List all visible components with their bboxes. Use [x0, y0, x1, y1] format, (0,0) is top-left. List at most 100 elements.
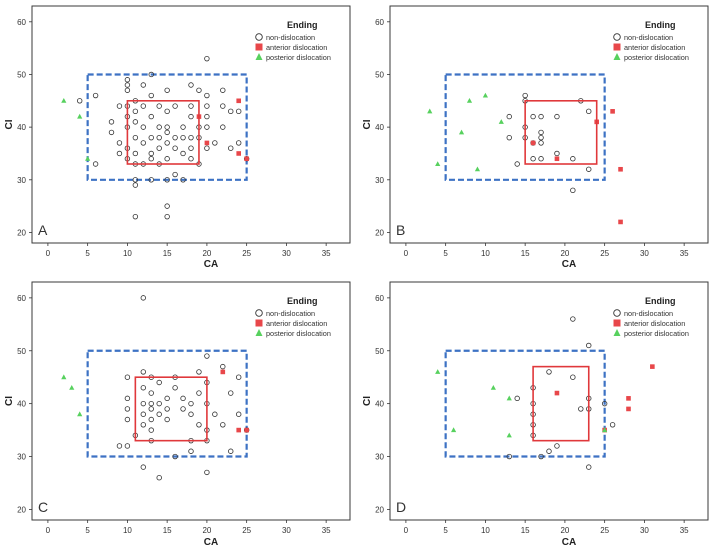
point-posterior-dislocation	[506, 432, 512, 438]
red-solid-box	[134, 376, 208, 442]
point-non-dislocation	[132, 108, 139, 115]
point-posterior-dislocation	[498, 119, 504, 124]
point-non-dislocation	[228, 145, 234, 151]
y-tick-label: 30	[375, 176, 384, 185]
x-tick-label: 15	[521, 526, 530, 535]
point-non-dislocation	[124, 87, 131, 93]
point-non-dislocation	[124, 406, 131, 412]
point-non-dislocation	[116, 103, 123, 109]
point-non-dislocation	[180, 124, 186, 130]
point-non-dislocation	[506, 134, 512, 141]
point-non-dislocation	[132, 182, 139, 188]
blue-dashed-box	[444, 349, 606, 458]
legend-marker-non-dislocation	[255, 33, 263, 41]
point-non-dislocation	[108, 119, 115, 125]
point-posterior-dislocation	[466, 98, 473, 103]
point-non-dislocation	[132, 150, 139, 157]
point-non-dislocation	[172, 453, 178, 460]
point-non-dislocation	[164, 87, 170, 93]
point-non-dislocation	[132, 177, 139, 183]
point-posterior-dislocation	[451, 427, 457, 433]
point-anterior-dislocation	[626, 396, 631, 401]
panel-a: 0 5 10 15 20 25 30 35 20 30 40 50 60 CA CI A Ending non-d…	[4, 5, 351, 270]
legend-label: non-dislocation	[266, 309, 315, 318]
x-tick-label: 25	[242, 526, 251, 535]
point-anterior-dislocation	[626, 406, 631, 412]
point-anterior-dislocation	[530, 140, 536, 146]
point-posterior-dislocation	[482, 92, 488, 98]
point-non-dislocation	[235, 140, 242, 146]
point-non-dislocation	[132, 213, 139, 220]
point-non-dislocation	[188, 145, 194, 151]
legend-label: posterior dislocation	[624, 53, 689, 62]
y-tick-label: 40	[17, 400, 26, 409]
point-non-dislocation	[204, 103, 210, 109]
x-tick-label: 35	[680, 249, 689, 258]
point-non-dislocation	[156, 379, 162, 386]
y-tick-label: 20	[17, 228, 26, 237]
y-tick-label: 30	[17, 453, 26, 462]
point-posterior-dislocation	[427, 108, 433, 114]
point-non-dislocation	[164, 124, 170, 130]
point-non-dislocation	[124, 77, 131, 83]
point-non-dislocation	[156, 103, 162, 109]
x-tick-label: 30	[282, 249, 291, 258]
point-non-dislocation	[164, 406, 170, 412]
point-non-dislocation	[164, 203, 170, 209]
point-non-dislocation	[188, 113, 194, 120]
point-non-dislocation	[204, 113, 210, 120]
point-non-dislocation	[228, 390, 234, 396]
point-non-dislocation	[514, 395, 520, 402]
point-posterior-dislocation	[77, 113, 83, 119]
legend-label: anterior dislocation	[624, 319, 685, 328]
point-anterior-dislocation	[554, 390, 560, 396]
legend-marker-anterior-dislocation	[613, 43, 621, 51]
point-non-dislocation	[538, 134, 544, 141]
legend-marker-posterior-dislocation	[255, 329, 263, 336]
point-non-dislocation	[140, 140, 146, 146]
point-non-dislocation	[586, 108, 592, 115]
point-non-dislocation	[220, 103, 226, 109]
point-non-dislocation	[164, 108, 170, 115]
y-tick-label: 50	[17, 347, 26, 356]
point-non-dislocation	[554, 150, 560, 157]
x-tick-label: 30	[640, 526, 649, 535]
y-axis-label: CI	[4, 396, 15, 406]
panel-label: A	[38, 222, 48, 238]
legend-title: Ending	[287, 20, 318, 30]
red-solid-box	[126, 100, 200, 165]
x-axis-label: CA	[562, 259, 576, 270]
point-non-dislocation	[156, 134, 162, 141]
point-non-dislocation	[220, 87, 226, 93]
point-non-dislocation	[116, 443, 123, 449]
panel-c: 0 5 10 15 20 25 30 35 20 30 40 50 60 CA CI C Ending non-d…	[4, 281, 351, 548]
point-non-dislocation	[172, 145, 178, 151]
point-non-dislocation	[228, 448, 234, 454]
x-tick-label: 5	[443, 249, 448, 258]
y-tick-label: 40	[375, 400, 384, 409]
panel-d: 0 5 10 15 20 25 30 35 20 30 40 50 60 CA CI D Ending non-d…	[362, 281, 709, 548]
x-tick-label: 5	[443, 526, 448, 535]
x-tick-label: 10	[123, 249, 132, 258]
x-axis-label: CA	[204, 537, 218, 548]
point-non-dislocation	[156, 124, 162, 130]
point-non-dislocation	[164, 213, 170, 220]
point-non-dislocation	[554, 113, 560, 120]
y-tick-label: 50	[375, 70, 384, 79]
point-non-dislocation	[188, 82, 194, 88]
point-anterior-dislocation	[220, 369, 226, 375]
point-non-dislocation	[140, 411, 146, 417]
point-non-dislocation	[124, 374, 131, 380]
point-posterior-dislocation	[506, 395, 512, 401]
x-tick-label: 0	[404, 526, 409, 535]
point-anterior-dislocation	[650, 364, 655, 369]
point-non-dislocation	[188, 103, 194, 109]
point-non-dislocation	[601, 400, 608, 407]
point-posterior-dislocation	[61, 374, 67, 380]
point-non-dislocation	[554, 443, 560, 449]
point-non-dislocation	[164, 416, 170, 423]
point-anterior-dislocation	[618, 219, 623, 225]
x-tick-label: 0	[46, 526, 51, 535]
